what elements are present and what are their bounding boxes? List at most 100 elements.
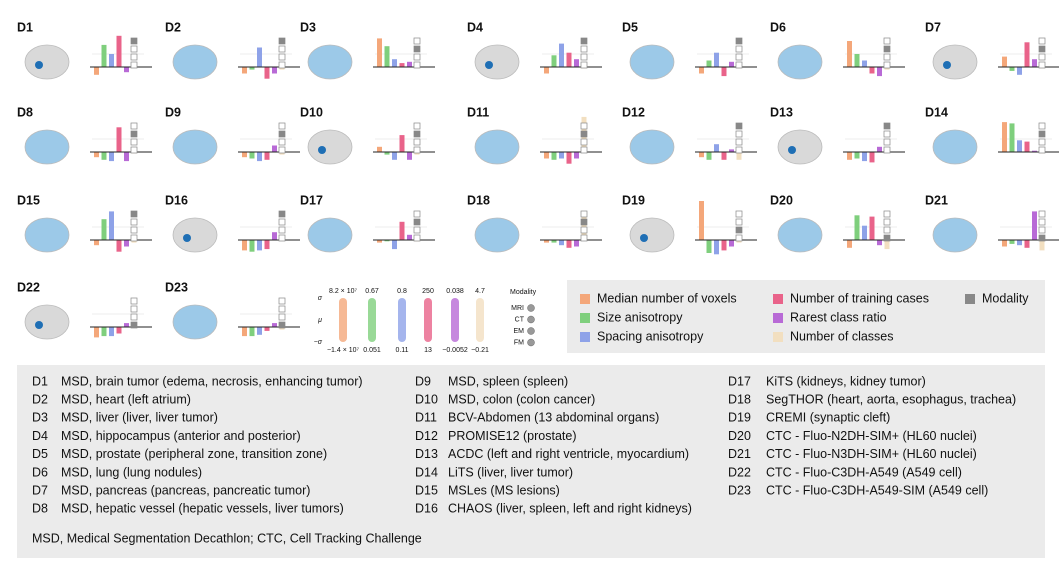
modality-box [735, 45, 743, 53]
bar [574, 59, 579, 67]
modality-box-filled [413, 45, 421, 53]
bar [94, 240, 99, 246]
legend-label: Median number of voxels [597, 291, 737, 305]
legend-label: Number of classes [790, 329, 894, 343]
bar [699, 152, 704, 158]
icon-organ [932, 129, 978, 165]
bar [124, 323, 129, 327]
icon-organ [629, 217, 675, 253]
modality-box [278, 234, 286, 242]
icon-organ [24, 217, 70, 253]
modality-box-filled [883, 234, 891, 242]
bar [854, 54, 860, 67]
scale-bottom-label: −1.4 × 10⁷ [327, 347, 360, 354]
bar [1039, 240, 1045, 251]
icon-organ [172, 44, 218, 80]
scale-top-label: 4.7 [475, 288, 485, 295]
bar [1009, 67, 1015, 71]
modality-box-filled [278, 321, 286, 329]
bar [559, 152, 564, 159]
modality-box [130, 297, 138, 305]
modality-box [130, 313, 138, 321]
dataset-id: D4 [32, 429, 48, 443]
scale-top-label: 0.67 [365, 288, 379, 295]
bar [1032, 150, 1037, 152]
bar [257, 152, 262, 162]
icon-lesion [485, 61, 493, 69]
bar [721, 67, 727, 77]
bar [714, 144, 719, 152]
modality-box [735, 130, 743, 138]
panel-label: D6 [770, 20, 786, 34]
bar [257, 240, 262, 251]
bar [1024, 42, 1030, 67]
bar [407, 234, 412, 240]
modality-box [413, 234, 421, 242]
bar [877, 240, 882, 246]
bar [706, 240, 712, 253]
bar [116, 240, 122, 252]
modality-box [580, 234, 588, 242]
scale-bottom-label: 13 [424, 347, 432, 354]
modality-box-filled [735, 37, 743, 45]
panel-label: D16 [165, 193, 188, 207]
bar [862, 152, 867, 162]
icon-lesion [318, 146, 326, 154]
modality-box [278, 313, 286, 321]
bar [1032, 59, 1037, 67]
bar [854, 152, 860, 159]
panel-label: D19 [622, 193, 645, 207]
dataset-description: BCV-Abdomen (13 abdominal organs) [448, 411, 659, 425]
scale-bar [451, 298, 459, 342]
bar [116, 127, 122, 152]
modality-box [1038, 122, 1046, 130]
modality-box [278, 226, 286, 234]
bar [272, 323, 277, 327]
bar [257, 327, 262, 335]
bar [544, 152, 549, 159]
bar [116, 35, 122, 67]
scale-bottom-label: −0.21 [471, 347, 489, 354]
panel-label: D8 [17, 105, 33, 119]
scale-top-label: 0.8 [397, 288, 407, 295]
modality-box [278, 138, 286, 146]
modality-box-filled [883, 45, 891, 53]
modality-box [1038, 37, 1046, 45]
bar [847, 152, 852, 160]
modality-box [413, 122, 421, 130]
bar [94, 152, 99, 158]
panel-label: D21 [925, 193, 948, 207]
modality-box [735, 138, 743, 146]
bar [847, 240, 852, 248]
bar [574, 152, 579, 159]
bar [877, 67, 882, 77]
modality-box [278, 45, 286, 53]
bar [116, 327, 122, 334]
bar [699, 201, 704, 240]
modality-box [735, 218, 743, 226]
modality-box [413, 146, 421, 154]
modality-box [130, 146, 138, 154]
modality-box-filled [413, 130, 421, 138]
dataset-id: D12 [415, 429, 438, 443]
bar [249, 327, 255, 337]
scale-bar [424, 298, 432, 342]
bar [377, 38, 382, 67]
modality-box-filled [580, 218, 588, 226]
dataset-id: D22 [728, 465, 751, 479]
modality-box [130, 234, 138, 242]
dataset-description: MSD, brain tumor (edema, necrosis, enhan… [61, 374, 363, 388]
modality-box-filled [580, 37, 588, 45]
bar [551, 240, 557, 243]
dataset-description: CTC - Fluo-C3DH-A549 (A549 cell) [766, 465, 962, 479]
legend-label: Modality [982, 291, 1029, 305]
bar [544, 240, 549, 243]
bar [399, 135, 405, 152]
bar [264, 152, 270, 160]
legend-label: Size anisotropy [597, 310, 683, 324]
dataset-description: PROMISE12 (prostate) [448, 429, 577, 443]
modality-box-filled [413, 218, 421, 226]
modality-key-item: EM [514, 328, 525, 335]
icon-organ [307, 44, 353, 80]
bar [729, 149, 734, 152]
